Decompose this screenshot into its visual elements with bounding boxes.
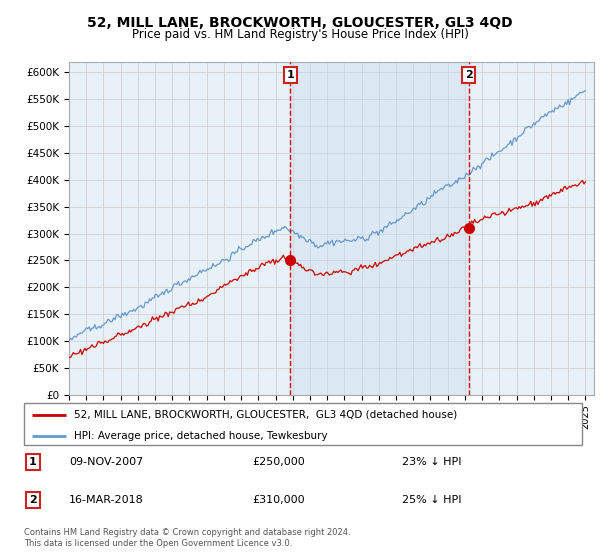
Text: 25% ↓ HPI: 25% ↓ HPI (402, 495, 461, 505)
Bar (290, 62, 469, 395)
Text: £250,000: £250,000 (252, 457, 305, 467)
Text: 2: 2 (464, 70, 472, 80)
Text: Price paid vs. HM Land Registry's House Price Index (HPI): Price paid vs. HM Land Registry's House … (131, 28, 469, 41)
Text: 52, MILL LANE, BROCKWORTH, GLOUCESTER, GL3 4QD: 52, MILL LANE, BROCKWORTH, GLOUCESTER, G… (87, 16, 513, 30)
Text: 23% ↓ HPI: 23% ↓ HPI (402, 457, 461, 467)
Text: 2: 2 (29, 495, 37, 505)
Text: 1: 1 (29, 457, 37, 467)
Text: Contains HM Land Registry data © Crown copyright and database right 2024.
This d: Contains HM Land Registry data © Crown c… (24, 528, 350, 548)
Text: 09-NOV-2007: 09-NOV-2007 (69, 457, 143, 467)
Text: HPI: Average price, detached house, Tewkesbury: HPI: Average price, detached house, Tewk… (74, 431, 328, 441)
FancyBboxPatch shape (24, 403, 582, 445)
Text: £310,000: £310,000 (252, 495, 305, 505)
Text: 16-MAR-2018: 16-MAR-2018 (69, 495, 144, 505)
Text: 52, MILL LANE, BROCKWORTH, GLOUCESTER,  GL3 4QD (detached house): 52, MILL LANE, BROCKWORTH, GLOUCESTER, G… (74, 409, 457, 419)
Text: 1: 1 (286, 70, 294, 80)
